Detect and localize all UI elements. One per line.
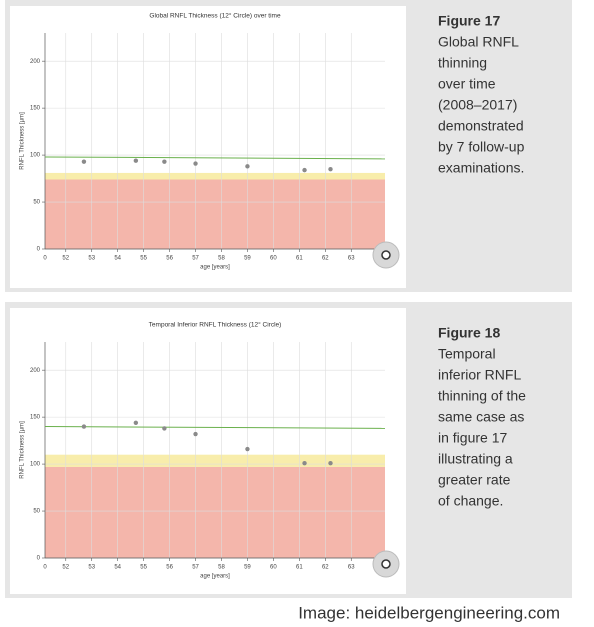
sector-icon (372, 550, 400, 578)
chart-title: Global RNFL Thickness (12° Circle) over … (149, 12, 281, 20)
x-tick-label: 59 (244, 256, 251, 262)
x-tick-label: 56 (166, 565, 173, 571)
icon-center (381, 559, 391, 569)
y-tick-label: 0 (37, 247, 41, 253)
trend-line (44, 426, 386, 429)
y-tick-label: 200 (30, 59, 41, 65)
y-tick-label: 200 (30, 368, 41, 374)
x-axis-label: age [years] (200, 265, 230, 271)
x-tick-label: 52 (62, 565, 69, 571)
x-tick-label: 58 (218, 565, 225, 571)
x-tick-label: 61 (296, 565, 303, 571)
x-tick-label: 57 (192, 565, 199, 571)
chart-title: Temporal Inferior RNFL Thickness (12° Ci… (149, 321, 282, 329)
trend-line (44, 156, 386, 160)
caption-line: (2008–2017) (438, 97, 517, 113)
caption-line: inferior RNFL (438, 367, 521, 383)
y-tick-label: 100 (30, 462, 41, 468)
x-tick-label: 63 (348, 256, 355, 262)
reference-band (45, 454, 385, 467)
x-tick-label: 52 (62, 256, 69, 262)
data-point (245, 164, 250, 169)
caption-line: same case as (438, 409, 524, 425)
x-tick-label: 61 (296, 256, 303, 262)
x-tick-label: 55 (140, 256, 147, 262)
y-axis-label: RNFL Thickness [µm] (20, 112, 26, 170)
x-tick-label: 60 (270, 565, 277, 571)
caption-line: Temporal (438, 346, 496, 362)
y-tick-label: 0 (37, 556, 41, 562)
caption-line: by 7 follow-up (438, 139, 525, 155)
caption-line: Global RNFL (438, 34, 519, 50)
x-tick-label: 62 (322, 256, 329, 262)
caption-title: Figure 18 (438, 325, 500, 341)
reference-band (45, 179, 385, 249)
y-tick-label: 50 (33, 509, 40, 515)
caption-line: greater rate (438, 472, 511, 488)
x-tick-label: 56 (166, 256, 173, 262)
data-point (133, 420, 139, 425)
y-tick-label: 50 (33, 200, 40, 206)
data-point (81, 424, 87, 429)
y-tick-label: 150 (30, 106, 41, 112)
caption-line: of change. (438, 493, 503, 509)
data-point (133, 158, 139, 163)
x-tick-label: 53 (88, 565, 95, 571)
y-tick-label: 100 (30, 153, 41, 159)
data-point (193, 431, 198, 437)
x-tick-label: 53 (88, 256, 95, 262)
x-tick-label: 62 (322, 565, 329, 571)
y-axis-label: RNFL Thickness [µm] (20, 421, 26, 479)
caption-title: Figure 17 (438, 13, 500, 29)
x-tick-label: 54 (114, 256, 121, 262)
data-point (245, 446, 250, 452)
x-axis-label: age [years] (200, 574, 230, 580)
data-point (302, 460, 307, 466)
data-point (81, 159, 87, 164)
caption-line: in figure 17 (438, 430, 507, 446)
caption-line: examinations. (438, 160, 524, 176)
icon-center (381, 250, 391, 260)
x-tick-label: 55 (140, 565, 147, 571)
x-tick-label: 57 (192, 256, 199, 262)
x-tick-label: 54 (114, 565, 121, 571)
caption-line: over time (438, 76, 496, 92)
reference-band (45, 172, 385, 180)
x-origin-label: 0 (43, 256, 47, 262)
reference-band (45, 466, 385, 558)
caption-line: illustrating a (438, 451, 513, 467)
data-point (193, 161, 198, 166)
data-point (162, 159, 167, 164)
caption-line: thinning of the (438, 388, 526, 404)
x-tick-label: 60 (270, 256, 277, 262)
caption-line: thinning (438, 55, 487, 71)
data-point (302, 167, 307, 173)
data-point (328, 460, 333, 466)
credit: Image: heidelbergengineering.com (298, 603, 560, 622)
caption-line: demonstrated (438, 118, 524, 134)
x-tick-label: 59 (244, 565, 251, 571)
x-tick-label: 58 (218, 256, 225, 262)
data-point (328, 166, 333, 172)
data-point (162, 426, 167, 431)
y-tick-label: 150 (30, 415, 41, 421)
x-tick-label: 63 (348, 565, 355, 571)
x-origin-label: 0 (43, 565, 47, 571)
sector-icon (372, 241, 400, 269)
